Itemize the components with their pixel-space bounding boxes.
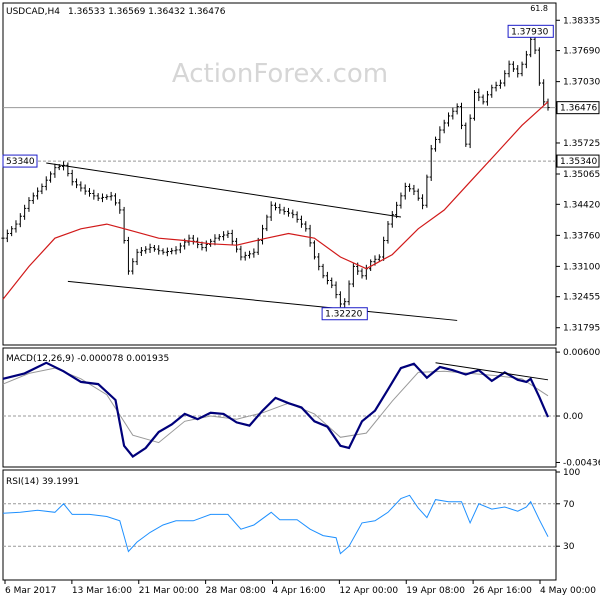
price-annotation-box [507,24,554,38]
macd-trendline [435,362,549,381]
moving-average-line [2,101,549,300]
price-level-label: 1.36476 [560,104,597,114]
price-level-box [556,101,600,115]
price-axis-label: 1.32455 [563,293,600,303]
rsi-axis-label: 100 [563,468,580,478]
time-axis-label: 4 May 00:00 [540,586,596,596]
price-panel: 1.38335 1.37690 1.37030 1.35725 1.35065 1.344… [1,16,600,334]
time-axis-label: 6 Mar 2017 [5,586,56,596]
price-level-label: 1.35340 [560,157,597,167]
macd-axis-label: 0.00 [563,412,583,422]
channel-trendline [46,162,402,218]
rsi-panel-frame [2,469,557,581]
macd-title: MACD(12,26,9) -0.000078 0.001935 [6,354,169,364]
price-axis-label: 1.33760 [563,231,600,241]
price-axis-label: 1.35725 [563,139,600,149]
time-axis-label: 12 Apr 00:00 [339,586,398,596]
ohlc-readout: 1.36533 1.36569 1.36432 1.36476 [68,7,226,17]
price-axis-label: 1.31795 [563,324,600,334]
time-axis-label: 13 Mar 16:00 [72,586,132,596]
rsi-title: RSI(14) 39.1991 [6,477,79,487]
time-axis-label: 28 Mar 08:00 [206,586,266,596]
rsi-axis-label: 30 [563,542,575,552]
price-axis-label: 1.33100 [563,262,600,272]
time-axis-label: 21 Mar 00:00 [139,586,199,596]
price-annotation-box [321,307,368,321]
macd-panel-frame [2,347,557,468]
time-axis: 6 Mar 2017 13 Mar 16:00 21 Mar 00:00 28 Mar… [4,580,596,596]
price-annotation-label: 1.37930 [511,27,548,37]
rsi-line [2,494,549,555]
price-axis-label: 1.34420 [563,200,600,210]
price-axis-label: 1.37690 [563,47,600,57]
price-axis-label: 1.37030 [563,78,600,88]
price-annotation-box [2,154,38,168]
price-annotation-label: 1.32220 [325,310,362,320]
macd-line [2,361,550,458]
time-axis-label: 19 Apr 08:00 [406,586,465,596]
price-annotation-label: 53340 [6,157,35,167]
rsi-panel: 100 70 30 [2,468,580,555]
time-axis-label: 26 Apr 16:00 [473,586,532,596]
macd-panel: 0.006002 0.00 -0.004363 [2,348,600,468]
rsi-axis-label: 70 [563,500,575,510]
channel-trendline [67,280,458,321]
price-axis-label: 1.38335 [563,16,600,26]
symbol-label: USDCAD,H4 [6,7,60,17]
macd-axis-label: 0.006002 [563,348,600,358]
watermark: ActionForex.com [172,59,388,89]
time-axis-label: 4 Apr 16:00 [273,586,326,596]
price-axis-label: 1.35065 [563,170,600,180]
macd-axis-label: -0.004363 [563,458,600,468]
fib-corner-label: 61.8 [530,4,548,13]
price-level-box [556,154,600,168]
